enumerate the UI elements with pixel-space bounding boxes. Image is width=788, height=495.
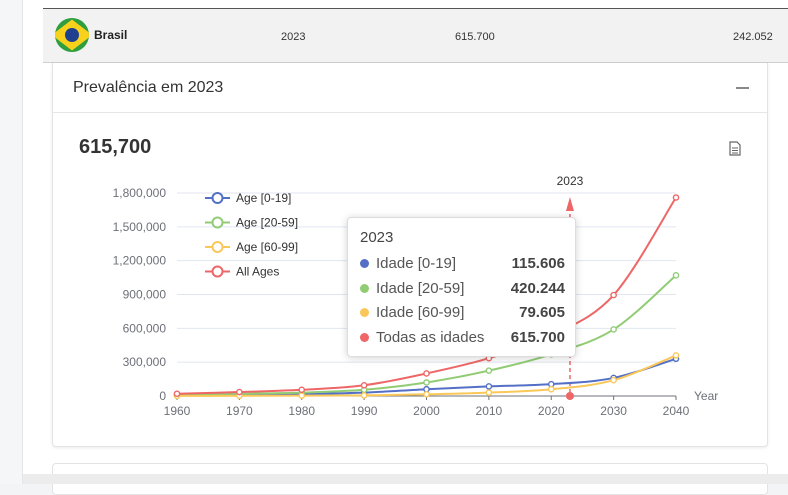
- brazil-flag-icon: [55, 18, 89, 52]
- collapse-minus-icon[interactable]: [736, 87, 749, 89]
- x-tick-label: 2030: [600, 404, 627, 418]
- prevalence-line-chart[interactable]: 0 300,000 600,000 900,000 1,200,000 1,500,000…: [0, 0, 788, 484]
- tooltip-row: Idade [20-59] 420.244: [360, 279, 565, 299]
- legend-symbol: [211, 192, 224, 204]
- series-point: [485, 367, 493, 374]
- y-tick-label: 300,000: [123, 355, 167, 369]
- legend-label: Age [20-59]: [236, 216, 298, 230]
- x-tick-label: 2020: [538, 404, 565, 418]
- x-tick-label: 1970: [226, 404, 253, 418]
- y-tick-label: 0: [159, 389, 166, 403]
- tooltip-series-value: 115.606: [511, 255, 565, 272]
- tooltip-dot: [360, 284, 369, 293]
- tooltip-series-name: Idade [60-99]: [376, 304, 465, 321]
- series-point: [672, 352, 680, 359]
- row-year: 2023: [281, 31, 306, 43]
- tooltip-series-name: Idade [20-59]: [376, 280, 465, 297]
- y-tick-label: 1,500,000: [113, 220, 167, 234]
- row-value-prevalence: 615.700: [455, 31, 495, 43]
- x-tick-label: 1960: [164, 404, 191, 418]
- series-point: [236, 388, 243, 396]
- tooltip-series-value: 615.700: [510, 329, 565, 346]
- tooltip-series-name: Todas as idades: [376, 329, 485, 346]
- card-title: Prevalência em 2023: [73, 79, 224, 96]
- legend-symbol: [211, 216, 224, 229]
- card-header: Prevalência em 2023: [53, 63, 767, 113]
- series-point: [485, 383, 493, 390]
- series-point: [610, 291, 617, 299]
- series-point: [360, 381, 368, 389]
- x-tick-label: 2040: [663, 404, 690, 418]
- table-row[interactable]: Brasil 2023 615.700 242.052: [43, 9, 788, 63]
- marker-point: [565, 392, 574, 400]
- x-axis-label: Year: [694, 389, 718, 403]
- x-tick-label: 1980: [288, 404, 315, 418]
- tooltip-row: Idade [0-19] 115.606: [360, 254, 565, 274]
- legend-label: Age [0-19]: [236, 191, 291, 205]
- x-tick-label: 2000: [413, 404, 440, 418]
- legend-symbol: [211, 241, 224, 253]
- y-tick-label: 600,000: [123, 321, 167, 335]
- tooltip-row: Todas as idades 615.700: [360, 328, 565, 348]
- country-name: Brasil: [94, 28, 128, 42]
- series-point: [547, 385, 555, 393]
- legend-label: All Ages: [236, 265, 279, 279]
- series-point: [610, 326, 617, 333]
- chart-tooltip: 2023 Idade [0-19] 115.606 Idade [20-59] …: [347, 217, 576, 357]
- tooltip-series-value: 420.244: [510, 280, 565, 297]
- tooltip-dot: [360, 308, 369, 317]
- tooltip-dot: [360, 333, 369, 342]
- y-tick-label: 1,800,000: [113, 186, 167, 200]
- legend-label: Age [60-99]: [236, 240, 298, 254]
- tooltip-title: 2023: [360, 229, 394, 246]
- document-icon[interactable]: [729, 141, 741, 156]
- series-line: [176, 196, 677, 395]
- legend-symbol: [211, 265, 224, 278]
- marker-label: 2023: [557, 174, 584, 188]
- y-tick-label: 1,200,000: [113, 254, 167, 268]
- marker-arrow-icon: [565, 197, 574, 211]
- y-tick-label: 900,000: [123, 288, 167, 302]
- series-point: [610, 376, 617, 384]
- x-tick-label: 1990: [351, 404, 378, 418]
- series-point: [423, 379, 430, 386]
- series-point: [360, 392, 368, 399]
- series-point: [672, 272, 680, 279]
- series-line: [176, 274, 677, 396]
- big-value: 615,700: [79, 136, 152, 158]
- series-point: [423, 391, 430, 398]
- series-point: [672, 194, 680, 201]
- x-tick-label: 2010: [476, 404, 503, 418]
- horizontal-scrollbar[interactable]: [23, 474, 788, 484]
- tooltip-row: Idade [60-99] 79.605: [360, 303, 565, 323]
- series-point: [485, 389, 493, 396]
- tooltip-series-name: Idade [0-19]: [376, 255, 457, 272]
- series-point: [423, 370, 430, 377]
- row-value-second: 242.052: [733, 31, 773, 43]
- tooltip-series-value: 79.605: [519, 304, 565, 321]
- series-point: [298, 392, 306, 399]
- left-strip: [0, 0, 23, 484]
- series-point: [298, 386, 306, 394]
- series-point: [173, 390, 181, 398]
- tooltip-dot: [360, 259, 369, 268]
- table-top-border: [43, 8, 788, 9]
